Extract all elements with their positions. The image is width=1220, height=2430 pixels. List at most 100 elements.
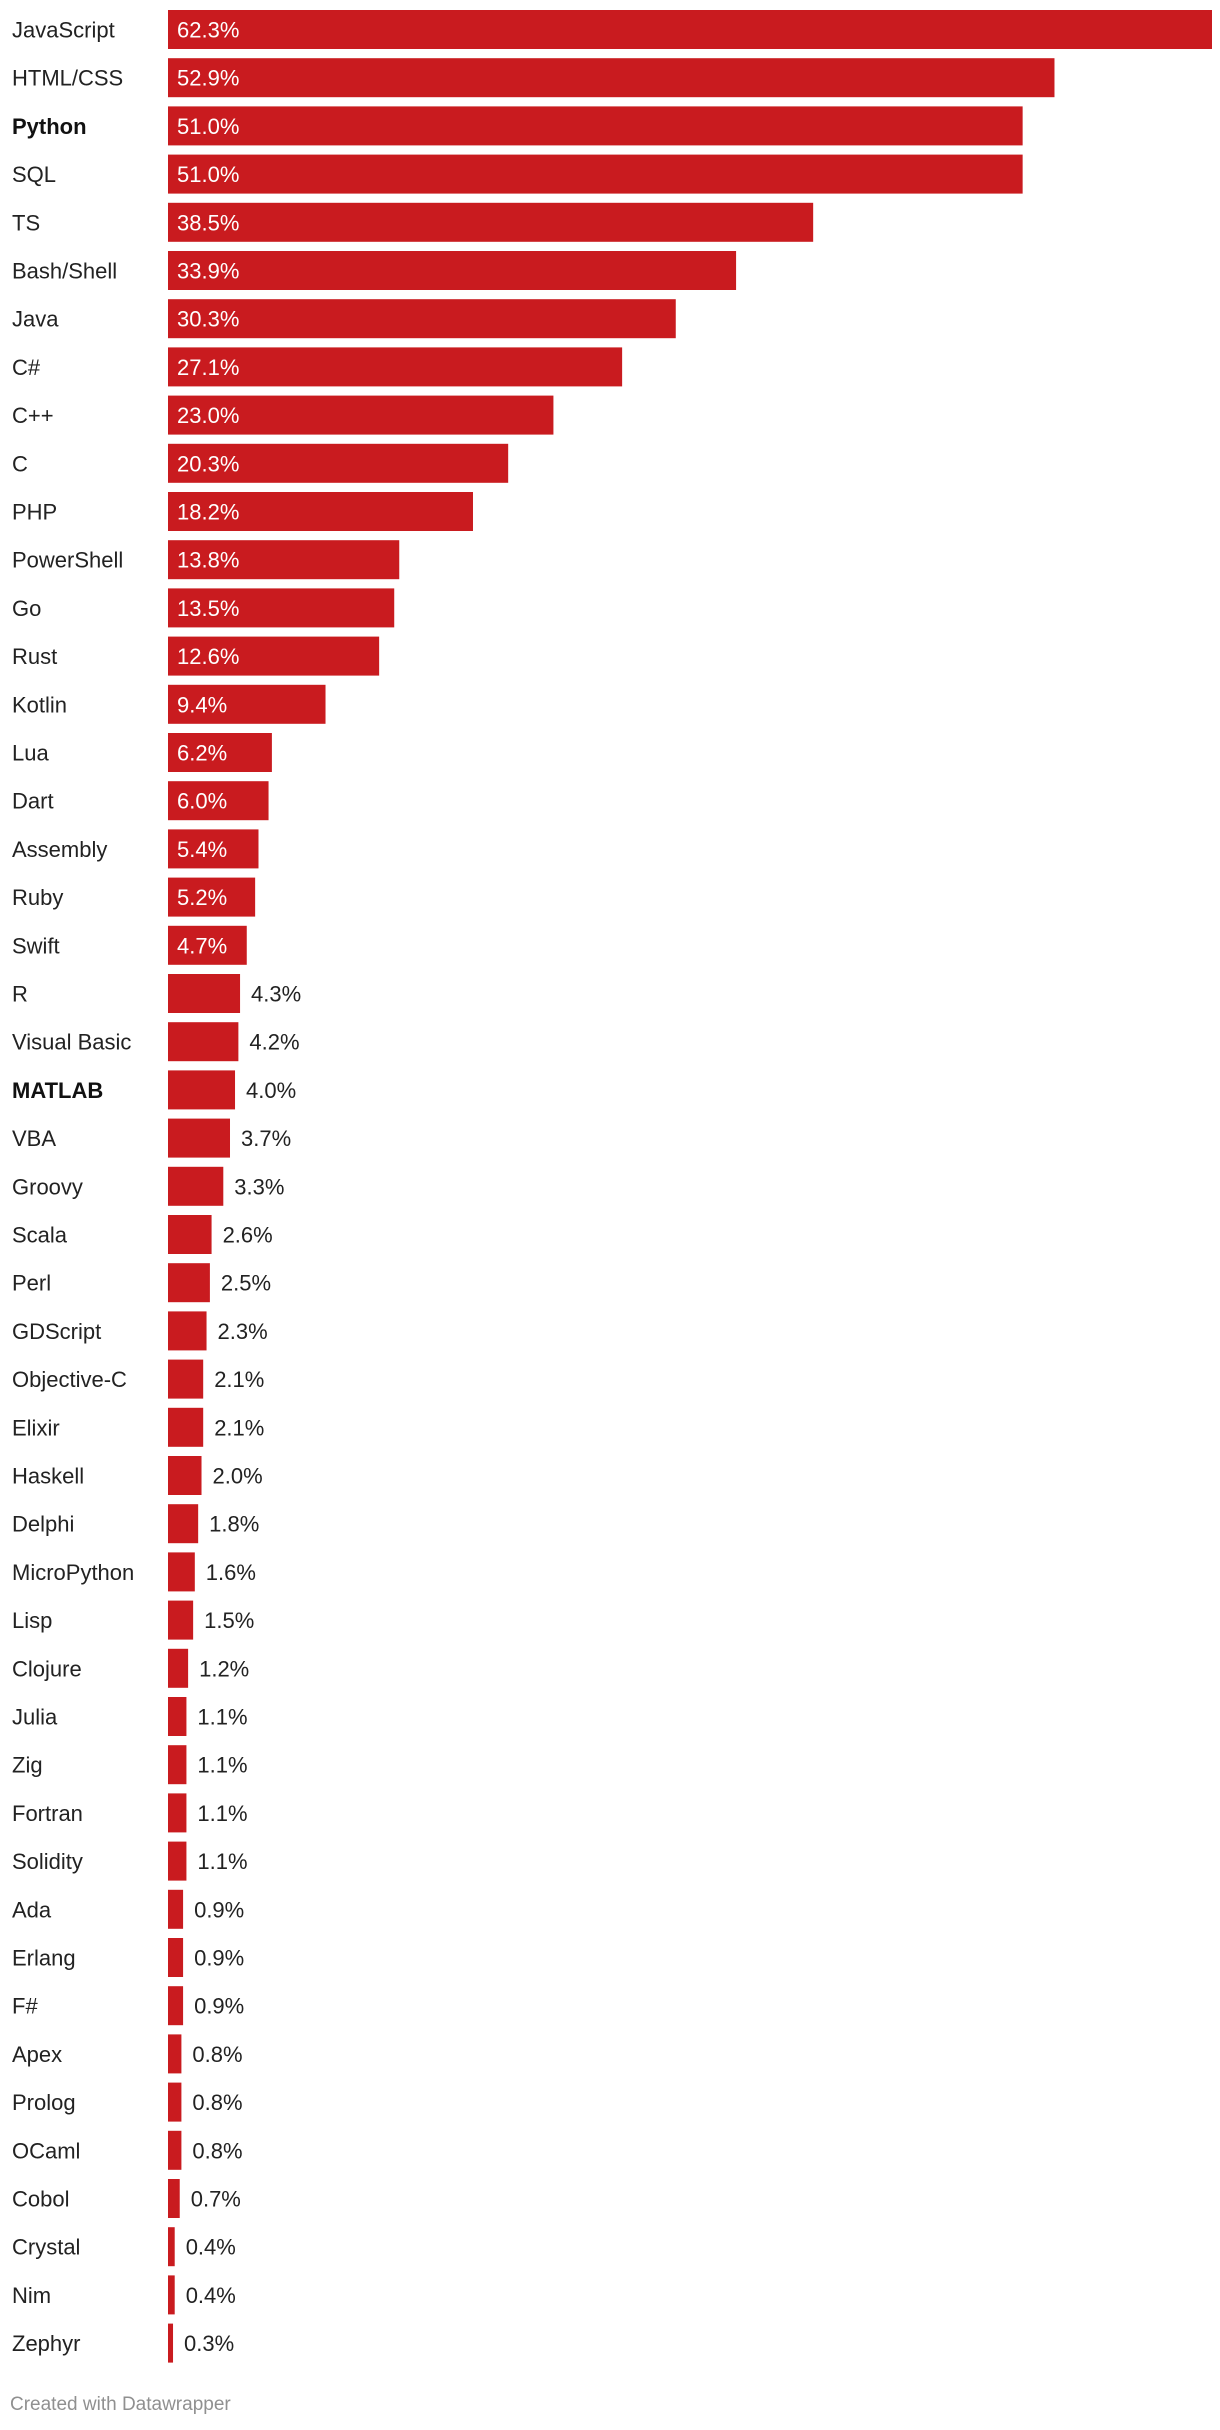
value-label: 52.9%	[177, 66, 239, 91]
bar-row: C++ 23.0%	[12, 395, 554, 435]
bar[interactable]	[168, 925, 247, 965]
category-label: Bash/Shell	[12, 259, 117, 284]
bar[interactable]	[168, 684, 326, 724]
bar[interactable]	[168, 2323, 174, 2363]
bar-row: Crystal 0.4%	[12, 2227, 236, 2267]
category-label: Lua	[12, 741, 49, 766]
bar[interactable]	[168, 1022, 239, 1062]
category-label: Zephyr	[12, 2331, 80, 2356]
bar[interactable]	[168, 2082, 182, 2122]
value-label: 13.5%	[177, 596, 239, 621]
datawrapper-credit[interactable]: Created with Datawrapper	[10, 2394, 231, 2415]
bar[interactable]	[168, 2179, 180, 2218]
bar[interactable]	[168, 1118, 231, 1158]
category-label: Perl	[12, 1271, 51, 1296]
bar-row: Python 51.0%	[12, 106, 1023, 146]
bar-row: MicroPython 1.6%	[12, 1552, 256, 1592]
bar[interactable]	[168, 202, 814, 242]
bar[interactable]	[168, 974, 241, 1013]
value-label: 6.0%	[177, 789, 227, 814]
value-label: 2.0%	[213, 1464, 263, 1489]
value-label: 4.3%	[251, 982, 301, 1007]
bar[interactable]	[168, 1166, 224, 1206]
bar[interactable]	[168, 2275, 175, 2315]
value-label: 20.3%	[177, 451, 239, 476]
bar[interactable]	[168, 492, 473, 531]
bar[interactable]	[168, 299, 676, 339]
value-label: 1.1%	[197, 1849, 247, 1874]
bar[interactable]	[168, 2034, 182, 2074]
bar[interactable]	[168, 588, 395, 628]
bar[interactable]	[168, 1745, 187, 1785]
bar[interactable]	[168, 1070, 236, 1110]
category-label: Cobol	[12, 2187, 69, 2212]
bar[interactable]	[168, 1504, 199, 1544]
category-label: Zig	[12, 1753, 43, 1778]
category-label: SQL	[12, 162, 56, 187]
bar[interactable]	[168, 1648, 189, 1688]
value-label: 30.3%	[177, 307, 239, 332]
value-label: 5.2%	[177, 885, 227, 910]
bar[interactable]	[168, 877, 256, 917]
bar[interactable]	[168, 251, 737, 290]
bar[interactable]	[168, 1215, 212, 1254]
bar[interactable]	[168, 1600, 194, 1640]
bar[interactable]	[168, 636, 380, 676]
category-label: C	[12, 451, 28, 476]
value-label: 23.0%	[177, 403, 239, 428]
bar[interactable]	[168, 1697, 187, 1736]
bar[interactable]	[168, 1359, 204, 1399]
bar[interactable]	[168, 1456, 202, 1495]
bar-row: Swift 4.7%	[12, 925, 247, 965]
category-label: Elixir	[12, 1415, 60, 1440]
bar-row: Kotlin 9.4%	[12, 684, 326, 724]
bar[interactable]	[168, 1263, 210, 1303]
category-label: Go	[12, 596, 41, 621]
category-label: MATLAB	[12, 1078, 103, 1103]
bar-row: Nim 0.4%	[12, 2275, 236, 2315]
category-label: Groovy	[12, 1174, 83, 1199]
category-label: C#	[12, 355, 41, 380]
value-label: 1.1%	[197, 1705, 247, 1730]
bar-row: Lisp 1.5%	[12, 1600, 254, 1640]
bar[interactable]	[168, 2227, 175, 2267]
bar[interactable]	[168, 58, 1055, 98]
bar[interactable]	[168, 1841, 187, 1881]
bar[interactable]	[168, 1552, 195, 1592]
category-label: C++	[12, 403, 54, 428]
value-label: 0.8%	[192, 2042, 242, 2067]
bar[interactable]	[168, 106, 1023, 146]
bar[interactable]	[168, 829, 259, 869]
bar-row: TS 38.5%	[12, 202, 814, 242]
value-label: 12.6%	[177, 644, 239, 669]
value-label: 4.2%	[249, 1030, 299, 1055]
bar[interactable]	[168, 154, 1023, 194]
category-label: Swift	[12, 933, 60, 958]
bar[interactable]	[168, 2130, 182, 2170]
category-label: F#	[12, 1994, 38, 2019]
bar[interactable]	[168, 1938, 184, 1977]
bar-row: Zephyr 0.3%	[12, 2323, 234, 2363]
value-label: 1.1%	[197, 1801, 247, 1826]
category-label: Delphi	[12, 1512, 74, 1537]
bar[interactable]	[168, 1407, 204, 1447]
bar[interactable]	[168, 347, 623, 387]
bar-row: Ruby 5.2%	[12, 877, 256, 917]
bar[interactable]	[168, 733, 272, 772]
bar[interactable]	[168, 1311, 207, 1351]
bar[interactable]	[168, 1986, 184, 2026]
bar[interactable]	[168, 781, 269, 821]
bar[interactable]	[168, 443, 509, 483]
bar-row: Perl 2.5%	[12, 1263, 271, 1303]
category-label: Rust	[12, 644, 57, 669]
bar[interactable]	[168, 10, 1212, 49]
category-label: Java	[12, 307, 59, 332]
value-label: 1.1%	[197, 1753, 247, 1778]
bar[interactable]	[168, 1889, 184, 1929]
bar[interactable]	[168, 540, 400, 580]
bar-row: Julia 1.1%	[12, 1697, 248, 1736]
bar[interactable]	[168, 1793, 187, 1833]
value-label: 2.6%	[223, 1223, 273, 1248]
value-label: 33.9%	[177, 259, 239, 284]
bar[interactable]	[168, 395, 554, 435]
